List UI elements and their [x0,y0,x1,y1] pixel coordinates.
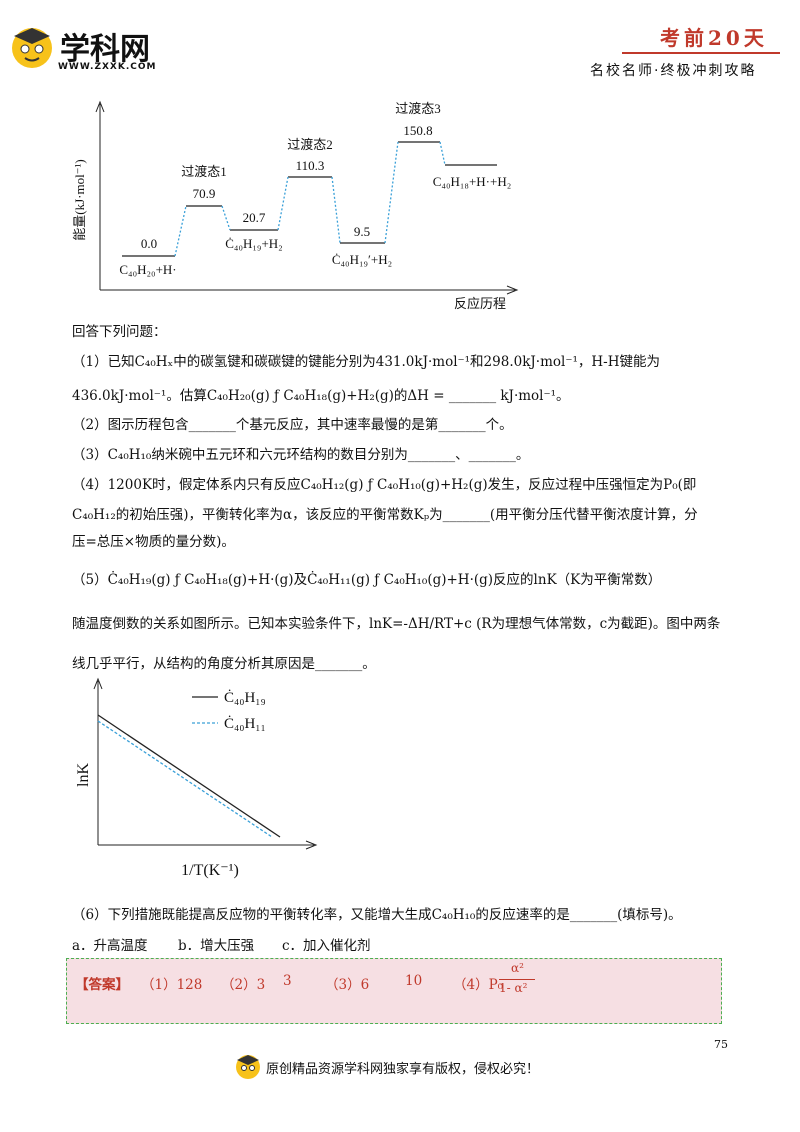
question-line: C₄₀H₁₂的初始压强)，平衡转化率为α，该反应的平衡常数Kₚ为_______(… [72,507,698,523]
question-line: （6）下列措施既能提高反应物的平衡转化率，又能增大生成C₄₀H₁₀的反应速率的是… [72,907,682,923]
option: a．升高温度 [72,938,148,954]
question-line: （5）Ċ₄₀H₁₉(g) ƒ C₄₀H₁₈(g)+H·(g)及Ċ₄₀H₁₁(g)… [72,572,662,588]
x-axis-label: 反应历程 [454,296,506,311]
question-line: （4）1200K时，假定体系内只有反应C₄₀H₁₂(g) ƒ C₄₀H₁₀(g)… [72,477,697,493]
legend-label: Ċ₄₀H₁₁ [224,715,266,732]
answer-box: 【答案】 （1）128 （2）3 3 （3）6 10 （4）P₀ α² 1- α… [66,958,722,1024]
answer-item: （4）P₀ [453,977,504,993]
answer-numerator: α² [511,961,524,975]
page-number: 75 [714,1038,728,1051]
question-line: 压=总压×物质的量分数)。 [72,534,235,550]
y-axis-label: lnK [75,763,92,787]
logo-url: WWW.ZXXK.COM [58,62,157,72]
series-line [97,720,273,838]
y-axis-label: 能量(kJ·mol⁻¹) [72,159,87,241]
state-label: 过渡态3 [395,101,441,116]
answer-item: （1）128 [141,977,203,993]
answer-label: 【答案】 [75,977,129,993]
energy-diagram: 能量(kJ·mol⁻¹) 反应历程 0.0 C₄₀H₂₀+H· 过渡态1 70.… [72,100,519,311]
series-line [97,714,281,838]
intro: 回答下列问题： [72,324,167,340]
level-value: 70.9 [193,186,216,201]
question-line: 随温度倒数的关系如图所示。已知本实验条件下，lnK=-ΔH/RT+c (R为理想… [72,616,721,632]
answer-item: 3 [283,973,292,989]
species-label: C₄₀H₁₈+H·+H₂ [433,174,512,189]
connectors [174,141,446,257]
level-value: 150.8 [403,123,432,138]
header-subtitle: 名校名师·终极冲刺攻略 [590,63,757,79]
level-value: 110.3 [296,158,325,173]
answer-item: （3）6 [325,977,370,993]
question-line: （2）图示历程包含_______个基元反应，其中速率最慢的是第_______个。 [72,417,513,433]
header-rule [622,52,780,54]
question-line: （3）C₄₀H₁₀纳米碗中五元环和六元环结构的数目分别为_______、____… [72,447,530,463]
question-line: 线几乎平行，从结构的角度分析其原因是_______。 [72,656,376,672]
level-value: 20.7 [243,210,266,225]
answer-item: （2）3 [221,977,266,993]
state-label: 过渡态2 [287,137,333,152]
species-label: C₄₀H₂₀+H· [119,262,176,277]
footer-icon [236,1055,260,1079]
question-line: （1）已知C₄₀Hₓ中的碳氢键和碳碳键的键能分别为431.0kJ·mol⁻¹和2… [72,354,660,370]
species-label: Ċ₄₀H₁₉+H₂ [225,236,282,251]
state-label: 过渡态1 [181,164,227,179]
answer-item: 10 [405,973,423,989]
logo-icon [12,28,52,68]
levels [122,141,497,257]
species-label: Ċ₄₀H₁₉′+H₂ [332,252,392,267]
lnk-diagram: Ċ₄₀H₁₉ Ċ₄₀H₁₁ lnK 1/T(K⁻¹) [75,677,318,879]
level-value: 0.0 [141,236,157,251]
x-axis-label: 1/T(K⁻¹) [181,862,239,879]
answer-denominator: 1- α² [499,981,528,995]
logo-text: 学科网 [60,32,150,67]
footer-text: 原创精品资源学科网独家享有版权，侵权必究！ [266,1062,540,1077]
legend-label: Ċ₄₀H₁₉ [224,689,266,706]
header-tag: 考前20天 [660,26,768,50]
fraction-bar [499,979,535,980]
level-value: 9.5 [354,224,370,239]
question-line: 436.0kJ·mol⁻¹。估算C₄₀H₂₀(g) ƒ C₄₀H₁₈(g)+H₂… [72,388,570,404]
option: b．增大压强 [178,938,255,954]
option: c．加入催化剂 [282,938,371,954]
